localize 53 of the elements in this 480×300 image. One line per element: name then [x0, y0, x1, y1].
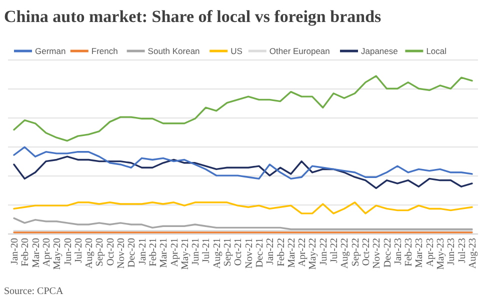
x-tick-label: Apr-20 [41, 238, 52, 267]
x-tick-label: Nov-22 [372, 238, 383, 269]
x-tick-label: Aug-20 [84, 238, 96, 269]
x-tick-label: Aug-23 [468, 238, 478, 269]
legend-label: South Korean [148, 46, 200, 56]
x-tick-label: Aug-21 [212, 238, 223, 269]
legend-label: US [230, 46, 243, 56]
x-tick-label: Dec-20 [126, 238, 138, 268]
x-tick-label: Mar-22 [286, 238, 298, 268]
x-tick-label: Nov-21 [244, 238, 255, 269]
x-tick-label: Apr-22 [297, 238, 308, 267]
x-tick-label: Jun-21 [190, 238, 202, 266]
chart-title: China auto market: Share of local vs foreign brands [4, 7, 382, 26]
legend-label: Japanese [361, 46, 398, 56]
x-tick-label: Jan-21 [137, 238, 148, 265]
x-tick-label: May-22 [308, 238, 319, 270]
x-tick-label: Apr-23 [424, 238, 436, 267]
x-tick-label: Oct-22 [360, 238, 372, 266]
legend-label: Other European [269, 46, 330, 56]
x-tick-label: Mar-23 [414, 238, 426, 268]
x-tick-label: Jul-21 [201, 238, 212, 263]
x-tick-label: Mar-21 [158, 238, 170, 268]
x-tick-label: Jun-22 [318, 238, 330, 266]
x-tick-label: Feb-23 [404, 238, 415, 266]
x-tick-label: Nov-20 [116, 238, 128, 269]
legend-label: German [35, 46, 66, 56]
x-tick-label: Feb-22 [276, 238, 287, 266]
x-tick-label: Dec-21 [254, 238, 266, 268]
x-tick-label: Dec-22 [382, 238, 394, 268]
x-tick-label: Jun-20 [62, 238, 74, 266]
legend-label: French [91, 46, 118, 56]
x-tick-label: Apr-21 [169, 238, 180, 267]
x-tick-label: Feb-20 [20, 238, 32, 266]
x-tick-label: May-20 [52, 238, 64, 270]
legend-label: Local [426, 46, 447, 56]
x-tick-label: Oct-20 [105, 238, 116, 266]
x-tick-label: Jun-23 [446, 238, 458, 266]
x-tick-label: Jul-23 [456, 238, 468, 263]
x-tick-label: Sep-21 [222, 238, 234, 266]
x-tick-label: Jan-20 [10, 238, 20, 265]
source-note: Source: CPCA [4, 286, 64, 297]
x-tick-label: Feb-21 [148, 238, 159, 266]
x-tick-label: Mar-20 [30, 238, 42, 268]
x-tick-label: Sep-22 [350, 238, 362, 266]
x-tick-label: Aug-22 [340, 238, 351, 269]
x-tick-label: Jul-20 [73, 238, 84, 263]
x-tick-label: Jan-22 [265, 238, 276, 265]
x-tick-label: May-21 [180, 238, 191, 270]
x-tick-label: May-23 [436, 238, 447, 270]
x-tick-label: Jan-23 [392, 238, 404, 265]
x-tick-label: Jul-22 [329, 238, 340, 263]
x-tick-label: Oct-21 [233, 238, 244, 266]
x-tick-label: Sep-20 [94, 238, 106, 266]
